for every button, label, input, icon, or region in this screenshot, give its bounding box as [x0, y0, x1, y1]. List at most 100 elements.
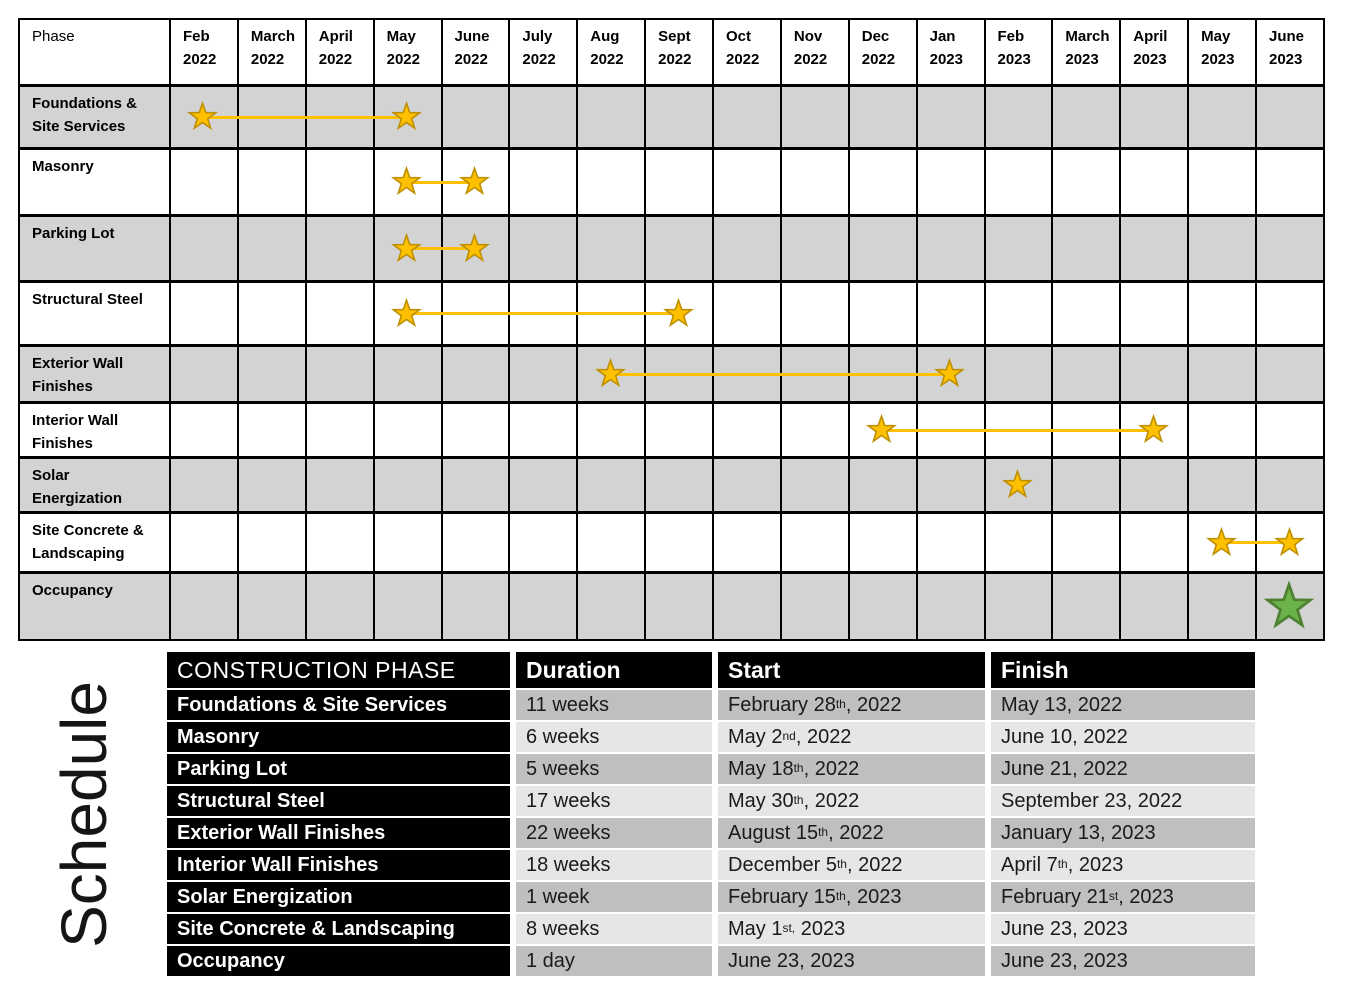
gantt-cell	[847, 459, 916, 511]
gantt-cell	[372, 514, 441, 571]
gantt-month-header: May 2023	[1187, 20, 1255, 84]
gantt-cell	[576, 404, 644, 456]
schedule-section: Schedule CONSTRUCTION PHASE Duration Start…	[0, 652, 1347, 976]
gantt-cell	[847, 404, 916, 456]
gantt-cell	[304, 514, 373, 571]
gantt-cell	[440, 459, 509, 511]
gantt-cell	[1255, 574, 1323, 639]
gantt-cell	[576, 347, 644, 401]
gantt-row-label: Parking Lot	[32, 225, 115, 242]
gantt-cell	[779, 459, 848, 511]
schedule-duration-cell: 11 weeks	[516, 690, 712, 720]
gantt-cell	[236, 404, 305, 456]
gantt-month-year: 2023	[929, 51, 963, 69]
gantt-month-name: Feb	[183, 28, 210, 45]
gantt-row-label: Masonry	[32, 158, 94, 175]
gantt-month-name: Sept	[658, 28, 691, 45]
gantt-cell	[1255, 87, 1323, 147]
gantt-row-label: Site Concrete & Landscaping	[32, 522, 144, 562]
gantt-month-year: 2023	[1133, 51, 1167, 69]
schedule-phase-cell: Occupancy	[167, 946, 510, 976]
gantt-cell	[236, 217, 305, 280]
gantt-month-year: 2022	[658, 51, 692, 69]
schedule-duration-cell: 5 weeks	[516, 754, 712, 784]
schedule-header-finish: Finish	[991, 652, 1255, 688]
gantt-cell	[983, 87, 1052, 147]
gantt-cell	[304, 87, 373, 147]
gantt-month-header: May 2022	[372, 20, 441, 84]
gantt-timeline	[169, 217, 1323, 280]
gantt-cell	[440, 574, 509, 639]
gantt-cell	[440, 514, 509, 571]
gantt-month-name: June	[1269, 28, 1305, 45]
gantt-month-header: March 2023	[1051, 20, 1119, 84]
schedule-phase-cell: Exterior Wall Finishes	[167, 818, 510, 848]
gantt-cell	[508, 574, 576, 639]
gantt-cell	[508, 283, 576, 344]
gantt-cell	[440, 283, 509, 344]
gantt-month-year: 2022	[726, 51, 760, 69]
gantt-month-year: 2022	[183, 51, 217, 69]
gantt-cell	[712, 514, 780, 571]
schedule-phase-cell: Interior Wall Finishes	[167, 850, 510, 880]
gantt-cell	[1255, 459, 1323, 511]
schedule-duration-cell: 17 weeks	[516, 786, 712, 816]
gantt-cell	[847, 283, 916, 344]
gantt-cell	[169, 404, 237, 456]
gantt-month-name: April	[1133, 28, 1168, 45]
gantt-cell	[983, 150, 1052, 214]
gantt-cell	[1119, 283, 1187, 344]
gantt-cell	[712, 150, 780, 214]
gantt-cell	[576, 459, 644, 511]
gantt-timeline	[169, 459, 1323, 511]
schedule-finish-cell: September 23, 2022	[991, 786, 1255, 816]
gantt-cell	[440, 150, 509, 214]
gantt-cell	[1187, 574, 1255, 639]
gantt-cell	[1051, 574, 1119, 639]
gantt-cell	[712, 574, 780, 639]
gantt-month-name: May	[1201, 28, 1231, 45]
schedule-phase-cell: Structural Steel	[167, 786, 510, 816]
gantt-month-name: Feb	[997, 28, 1025, 45]
gantt-cell	[372, 87, 441, 147]
gantt-cell	[169, 459, 237, 511]
gantt-cell	[983, 459, 1052, 511]
gantt-month-name: Dec	[861, 28, 890, 45]
gantt-cell	[779, 574, 848, 639]
gantt-row: Parking Lot	[20, 217, 1323, 283]
schedule-side-label-area: Schedule	[0, 652, 167, 976]
gantt-cell	[508, 150, 576, 214]
gantt-cell	[169, 574, 237, 639]
gantt-cell	[1187, 404, 1255, 456]
schedule-phase-cell: Site Concrete & Landscaping	[167, 914, 510, 944]
schedule-phase-cell: Solar Energization	[167, 882, 510, 912]
gantt-month-year: 2023	[997, 51, 1031, 69]
gantt-cell	[1187, 459, 1255, 511]
gantt-cell	[915, 150, 984, 214]
gantt-row-label: Foundations & Site Services	[32, 95, 137, 135]
gantt-cell	[712, 347, 780, 401]
gantt-cell	[1119, 514, 1187, 571]
schedule-side-label: Schedule	[47, 680, 120, 948]
gantt-month-year: 2022	[250, 51, 285, 69]
gantt-cell	[1119, 217, 1187, 280]
gantt-row: Occupancy	[20, 574, 1323, 639]
gantt-cell	[712, 217, 780, 280]
gantt-cell	[169, 283, 237, 344]
gantt-cell	[847, 217, 916, 280]
gantt-cell	[1051, 347, 1119, 401]
gantt-month-year: 2022	[861, 51, 896, 69]
gantt-timeline	[169, 574, 1323, 639]
gantt-cell	[983, 283, 1052, 344]
gantt-cell	[236, 87, 305, 147]
gantt-cell	[1119, 404, 1187, 456]
gantt-cell	[779, 514, 848, 571]
schedule-table: CONSTRUCTION PHASE Duration Start Finish Fou…	[167, 652, 1255, 976]
gantt-cell	[1119, 574, 1187, 639]
gantt-cell	[779, 347, 848, 401]
gantt-month-name: Jan	[929, 28, 956, 45]
gantt-cell	[236, 514, 305, 571]
gantt-cell	[304, 150, 373, 214]
